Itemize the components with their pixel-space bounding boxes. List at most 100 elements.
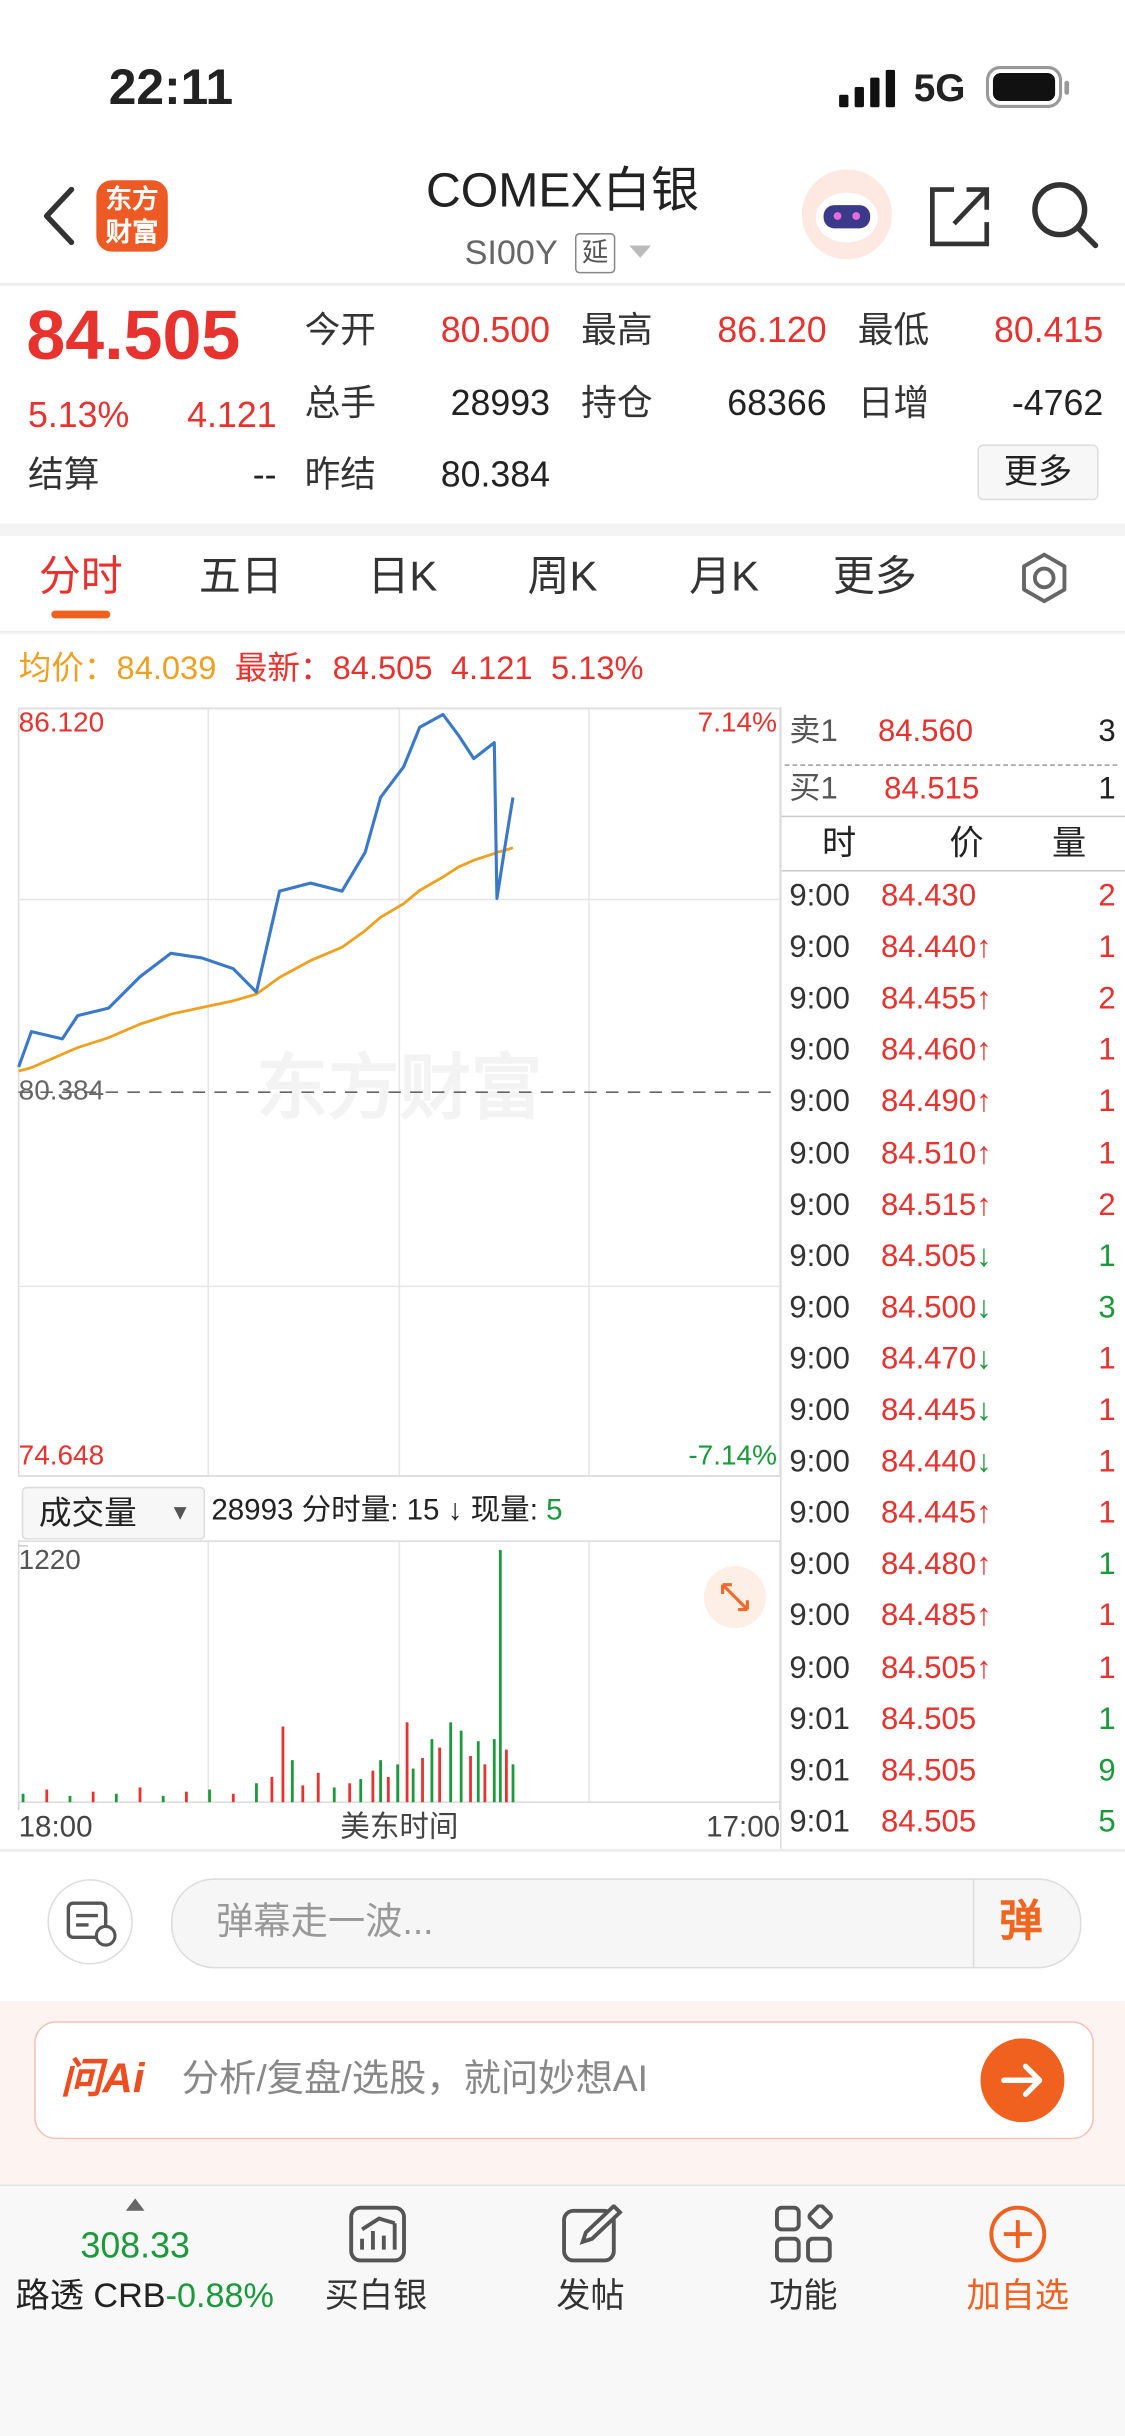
y2-tick-label: 7.14% — [698, 706, 777, 737]
trade-price: 84.440↑ — [881, 932, 992, 963]
dropdown-arrow[interactable] — [628, 244, 653, 260]
volume-bar — [332, 1787, 336, 1803]
comment-input[interactable]: 弹幕走一波... 弹 — [170, 1878, 1082, 1969]
now-volume: 5 — [546, 1494, 563, 1528]
latest-pct: 5.13% — [550, 650, 644, 687]
indicator-select[interactable]: 成交量 ▼ — [21, 1486, 206, 1540]
volume-bar — [430, 1739, 434, 1803]
trade-price: 84.505 — [881, 1807, 976, 1838]
ai-input[interactable]: 问Ai 分析/复盘/选股，就问妙想AI — [34, 2021, 1094, 2140]
tick-volume-label: 分时量: — [301, 1494, 399, 1528]
trade-price: 84.505↓ — [881, 1241, 992, 1272]
tab-indicator — [51, 610, 111, 619]
field-value: 80.415 — [993, 309, 1104, 350]
nav-item[interactable]: 发帖 — [556, 2276, 625, 2315]
tab[interactable]: 日K — [367, 553, 438, 600]
x-tick-label: 17:00 — [706, 1810, 780, 1843]
trade-price: 84.515↑ — [881, 1189, 992, 1220]
tab[interactable]: 周K — [527, 553, 598, 600]
volume-bar — [438, 1747, 442, 1803]
volume-bar — [348, 1783, 352, 1803]
trade-qty: 1 — [1098, 1547, 1116, 1583]
trade-qty: 1 — [1098, 1650, 1116, 1685]
bid-label: 买1 — [789, 772, 838, 807]
trade-qty: 1 — [1098, 1085, 1116, 1120]
field-label: 最低 — [857, 309, 930, 350]
search-button[interactable] — [1029, 179, 1100, 250]
volume-bar — [511, 1764, 515, 1803]
tab[interactable]: 分时 — [38, 553, 123, 600]
settings-button[interactable] — [1018, 552, 1071, 605]
trade-time: 9:01 — [789, 1804, 850, 1840]
comment-settings[interactable] — [47, 1878, 134, 1965]
trade-qty: 1 — [1098, 1136, 1116, 1171]
signal-icon — [839, 69, 896, 108]
back-button[interactable] — [37, 183, 84, 248]
expand-arrow[interactable] — [124, 2197, 146, 2213]
volume-bar — [270, 1776, 274, 1803]
share-button[interactable] — [926, 182, 994, 250]
volume-bar — [469, 1755, 472, 1803]
tab[interactable]: 月K — [689, 553, 760, 600]
more-button[interactable]: 更多 — [977, 444, 1099, 501]
volume-bar — [316, 1772, 320, 1803]
field-value: 86.120 — [717, 309, 827, 350]
trade-time: 9:00 — [789, 1650, 850, 1685]
trade-time: 9:00 — [789, 879, 850, 914]
trade-arrow: ↑ — [976, 1033, 992, 1068]
avg-value: 84.039 — [116, 650, 217, 687]
trade-arrow: ↓ — [976, 1444, 992, 1480]
trade-time: 9:00 — [789, 1239, 850, 1274]
divider — [784, 764, 1118, 766]
volume-bar — [396, 1764, 400, 1803]
nav-item[interactable]: 加自选 — [966, 2276, 1070, 2315]
volume-bar — [476, 1741, 480, 1803]
nav-icon — [989, 2205, 1047, 2263]
trade-price: 84.505 — [881, 1755, 976, 1786]
nav-item[interactable]: 功能 — [769, 2276, 838, 2315]
trade-arrow: ↑ — [976, 1136, 992, 1171]
divider — [972, 1879, 975, 1967]
trade-time: 9:00 — [789, 1547, 850, 1583]
change-value: 4.121 — [187, 394, 277, 436]
ai-placeholder: 分析/复盘/选股，就问妙想AI — [181, 2058, 649, 2101]
trade-qty: 2 — [1098, 879, 1116, 914]
tab[interactable]: 更多 — [832, 553, 917, 600]
tab[interactable]: 五日 — [198, 553, 283, 600]
column-header: 价 — [949, 823, 984, 863]
trade-price-value: 84.440 — [881, 930, 977, 965]
trade-qty: 1 — [1098, 1599, 1116, 1634]
volume-bar — [411, 1768, 415, 1803]
trade-qty: 1 — [1098, 1444, 1116, 1480]
bid-price: 84.515 — [884, 772, 980, 807]
dropdown-arrow: ▼ — [169, 1499, 191, 1525]
ask-label: 卖1 — [789, 714, 838, 749]
volume-bar — [379, 1760, 382, 1803]
divider — [0, 523, 1125, 536]
index-pct: -0.88% — [165, 2276, 274, 2315]
trade-time: 9:00 — [789, 1290, 850, 1325]
trade-arrow: ↓ — [976, 1342, 992, 1377]
ask-qty: 3 — [1098, 714, 1116, 749]
ai-send-button[interactable] — [980, 2038, 1065, 2123]
x-tick-label: 18:00 — [19, 1810, 93, 1843]
field-value: 80.384 — [440, 453, 551, 495]
danmaku-button[interactable]: 弹 — [999, 1896, 1043, 1946]
assistant-avatar[interactable] — [799, 168, 895, 261]
trade-qty: 1 — [1098, 930, 1116, 965]
y-tick-label: 86.120 — [19, 706, 105, 737]
volume-bar — [208, 1789, 211, 1803]
volume-bar — [371, 1770, 375, 1803]
index-value[interactable]: 308.33 — [80, 2224, 190, 2266]
trade-price-value: 84.440 — [881, 1444, 977, 1480]
trade-price: 84.500↓ — [881, 1292, 992, 1323]
index-line[interactable]: 路透 CRB-0.88% — [16, 2276, 274, 2315]
latest-value: 84.505 — [332, 650, 433, 687]
trade-price-value: 84.485 — [881, 1599, 977, 1634]
nav-item[interactable]: 买白银 — [324, 2276, 428, 2315]
volume-bar — [114, 1793, 118, 1803]
trade-qty: 1 — [1098, 1239, 1116, 1274]
volume-bar — [138, 1787, 142, 1803]
